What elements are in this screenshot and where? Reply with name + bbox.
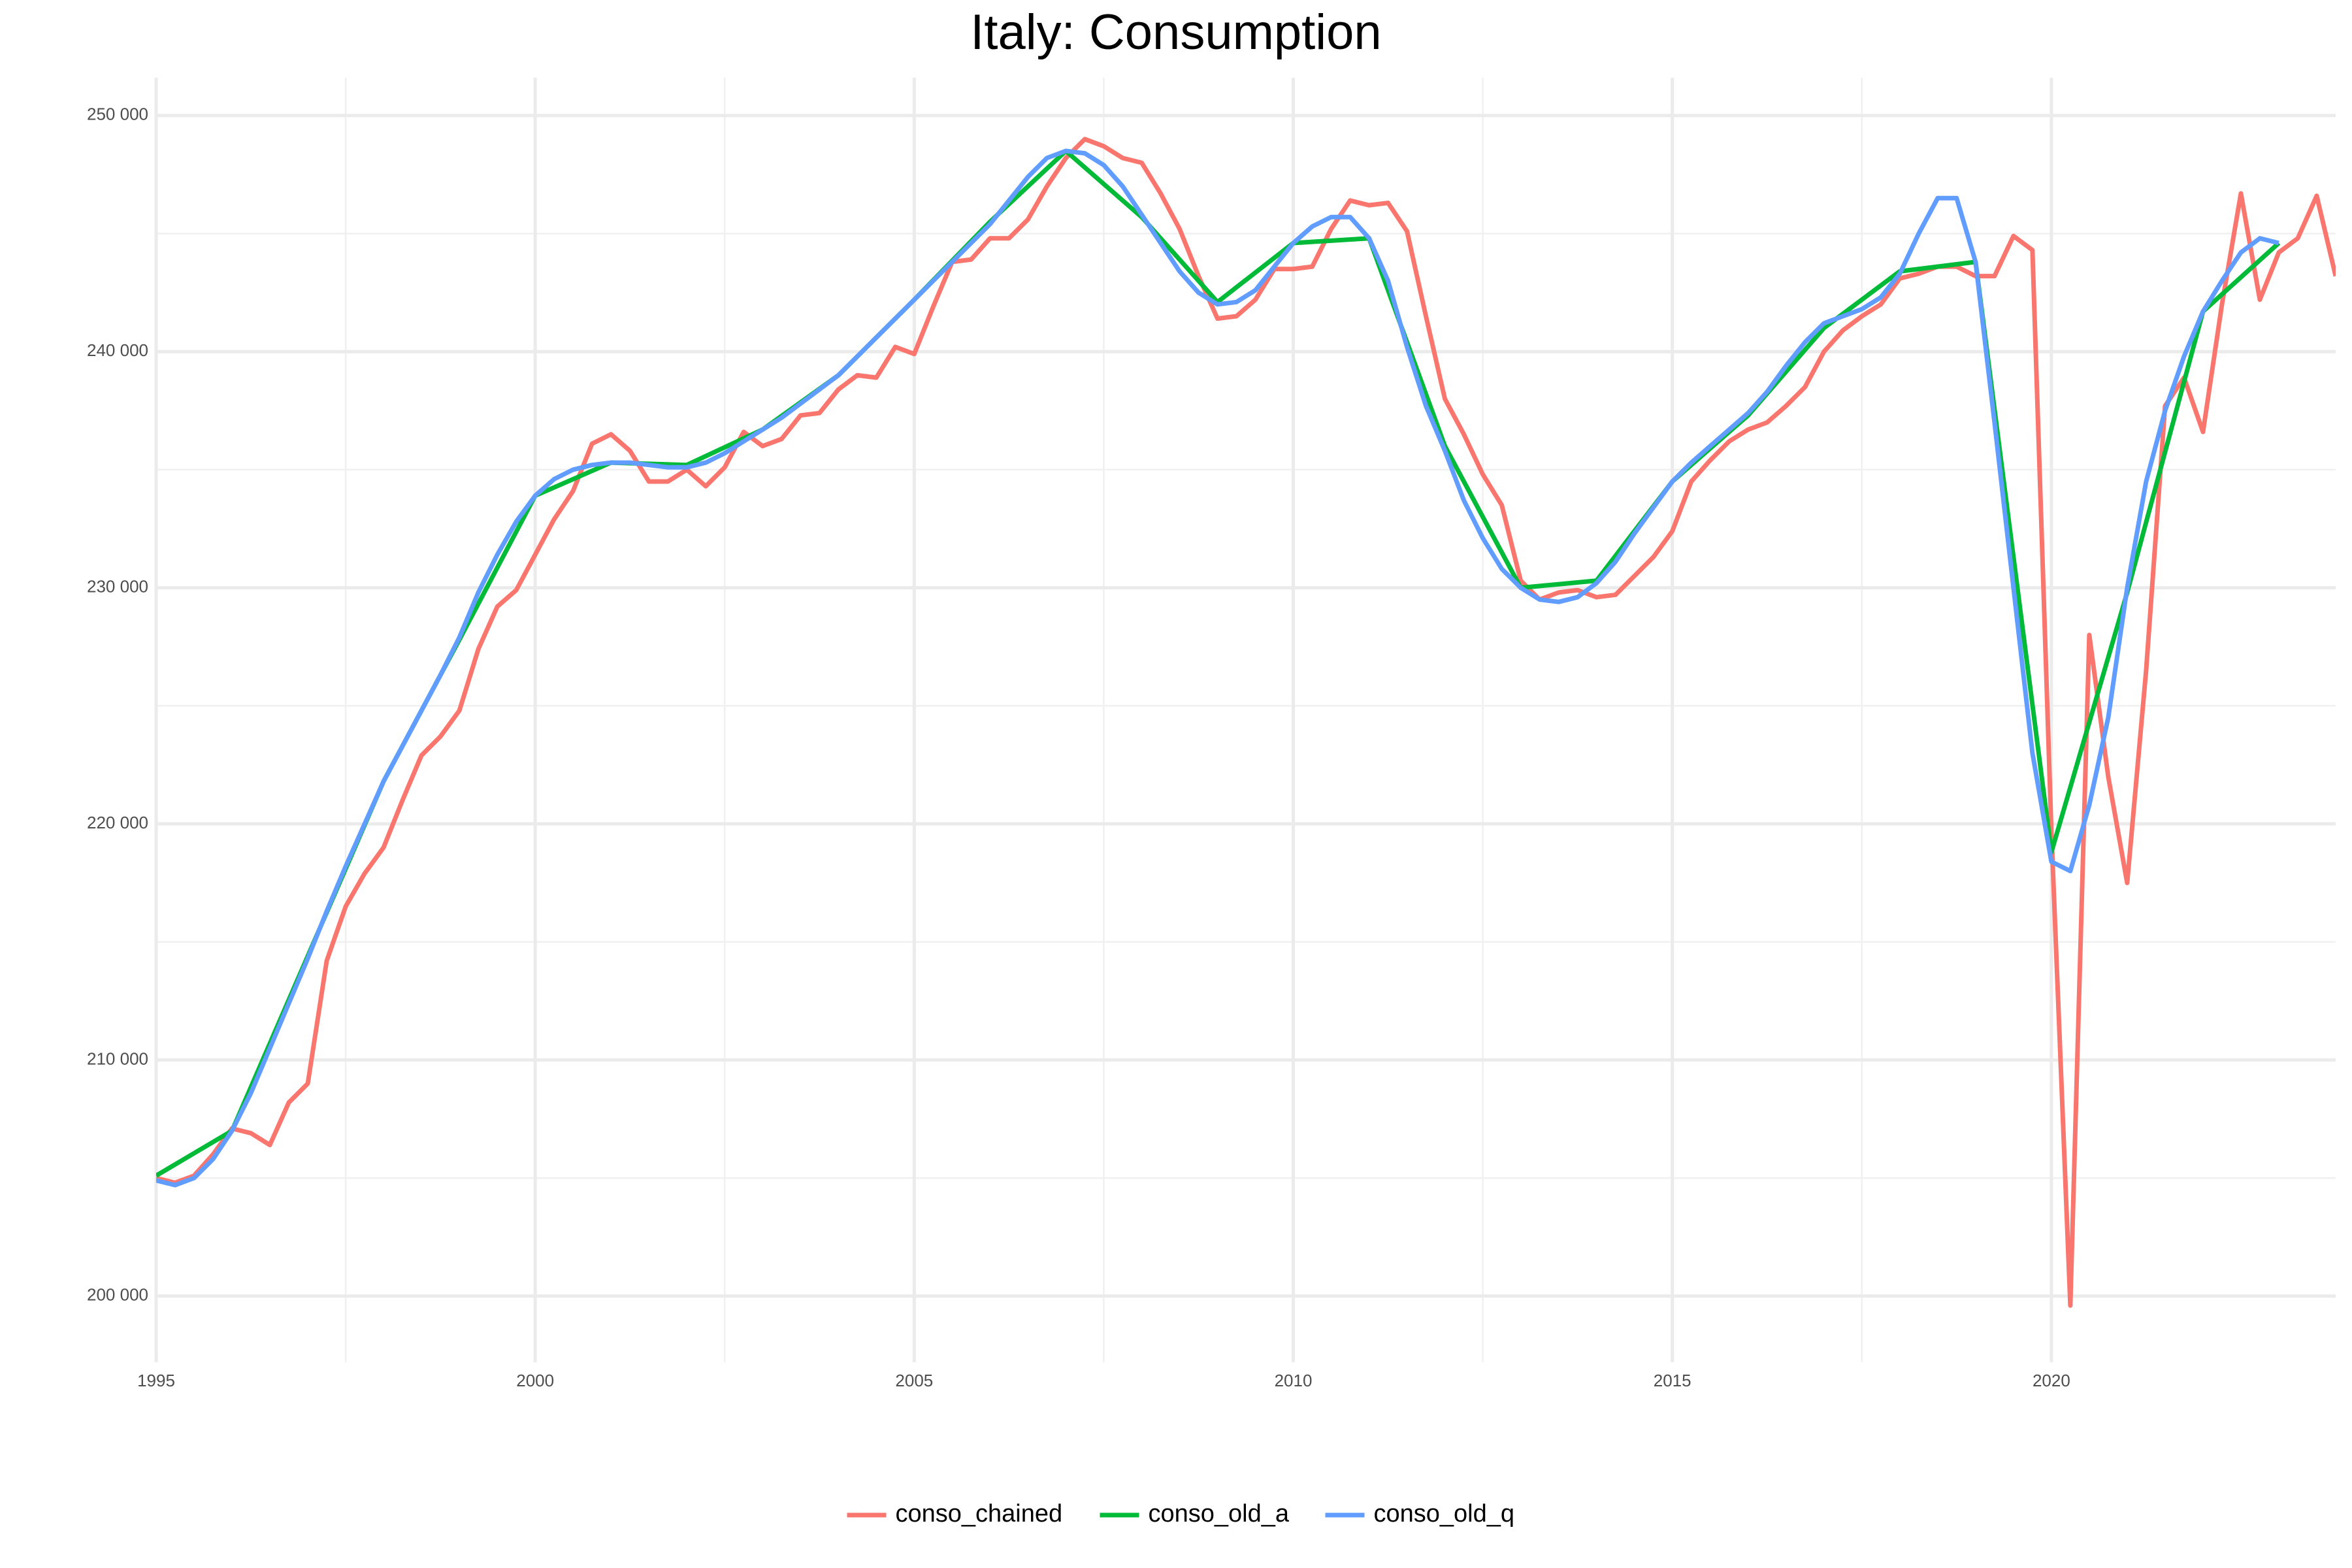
- x-tick-label: 2005: [895, 1371, 933, 1390]
- y-tick-label: 210 000: [87, 1049, 148, 1068]
- legend: conso_chained conso_old_a conso_old_q: [847, 1500, 1515, 1527]
- x-tick-label: 2020: [2033, 1371, 2070, 1390]
- y-tick-label: 200 000: [87, 1285, 148, 1305]
- legend-label: conso_old_a: [1149, 1500, 1290, 1527]
- legend-label: conso_old_q: [1374, 1500, 1515, 1527]
- y-tick-label: 250 000: [87, 105, 148, 124]
- y-tick-label: 240 000: [87, 340, 148, 360]
- series-line: [156, 148, 2279, 1188]
- series-line: [156, 137, 2336, 1308]
- chart-title: Italy: Consumption: [970, 5, 1381, 60]
- y-tick-label: 220 000: [87, 813, 148, 832]
- x-tick-label: 2000: [516, 1371, 554, 1390]
- plot-lines: [156, 137, 2336, 1308]
- x-tick-label: 1995: [137, 1371, 175, 1390]
- grid: [154, 78, 2336, 1362]
- x-tick-label: 2010: [1275, 1371, 1313, 1390]
- x-tick-label: 2015: [1654, 1371, 1691, 1390]
- legend-label: conso_chained: [896, 1500, 1063, 1527]
- y-tick-label: 230 000: [87, 576, 148, 596]
